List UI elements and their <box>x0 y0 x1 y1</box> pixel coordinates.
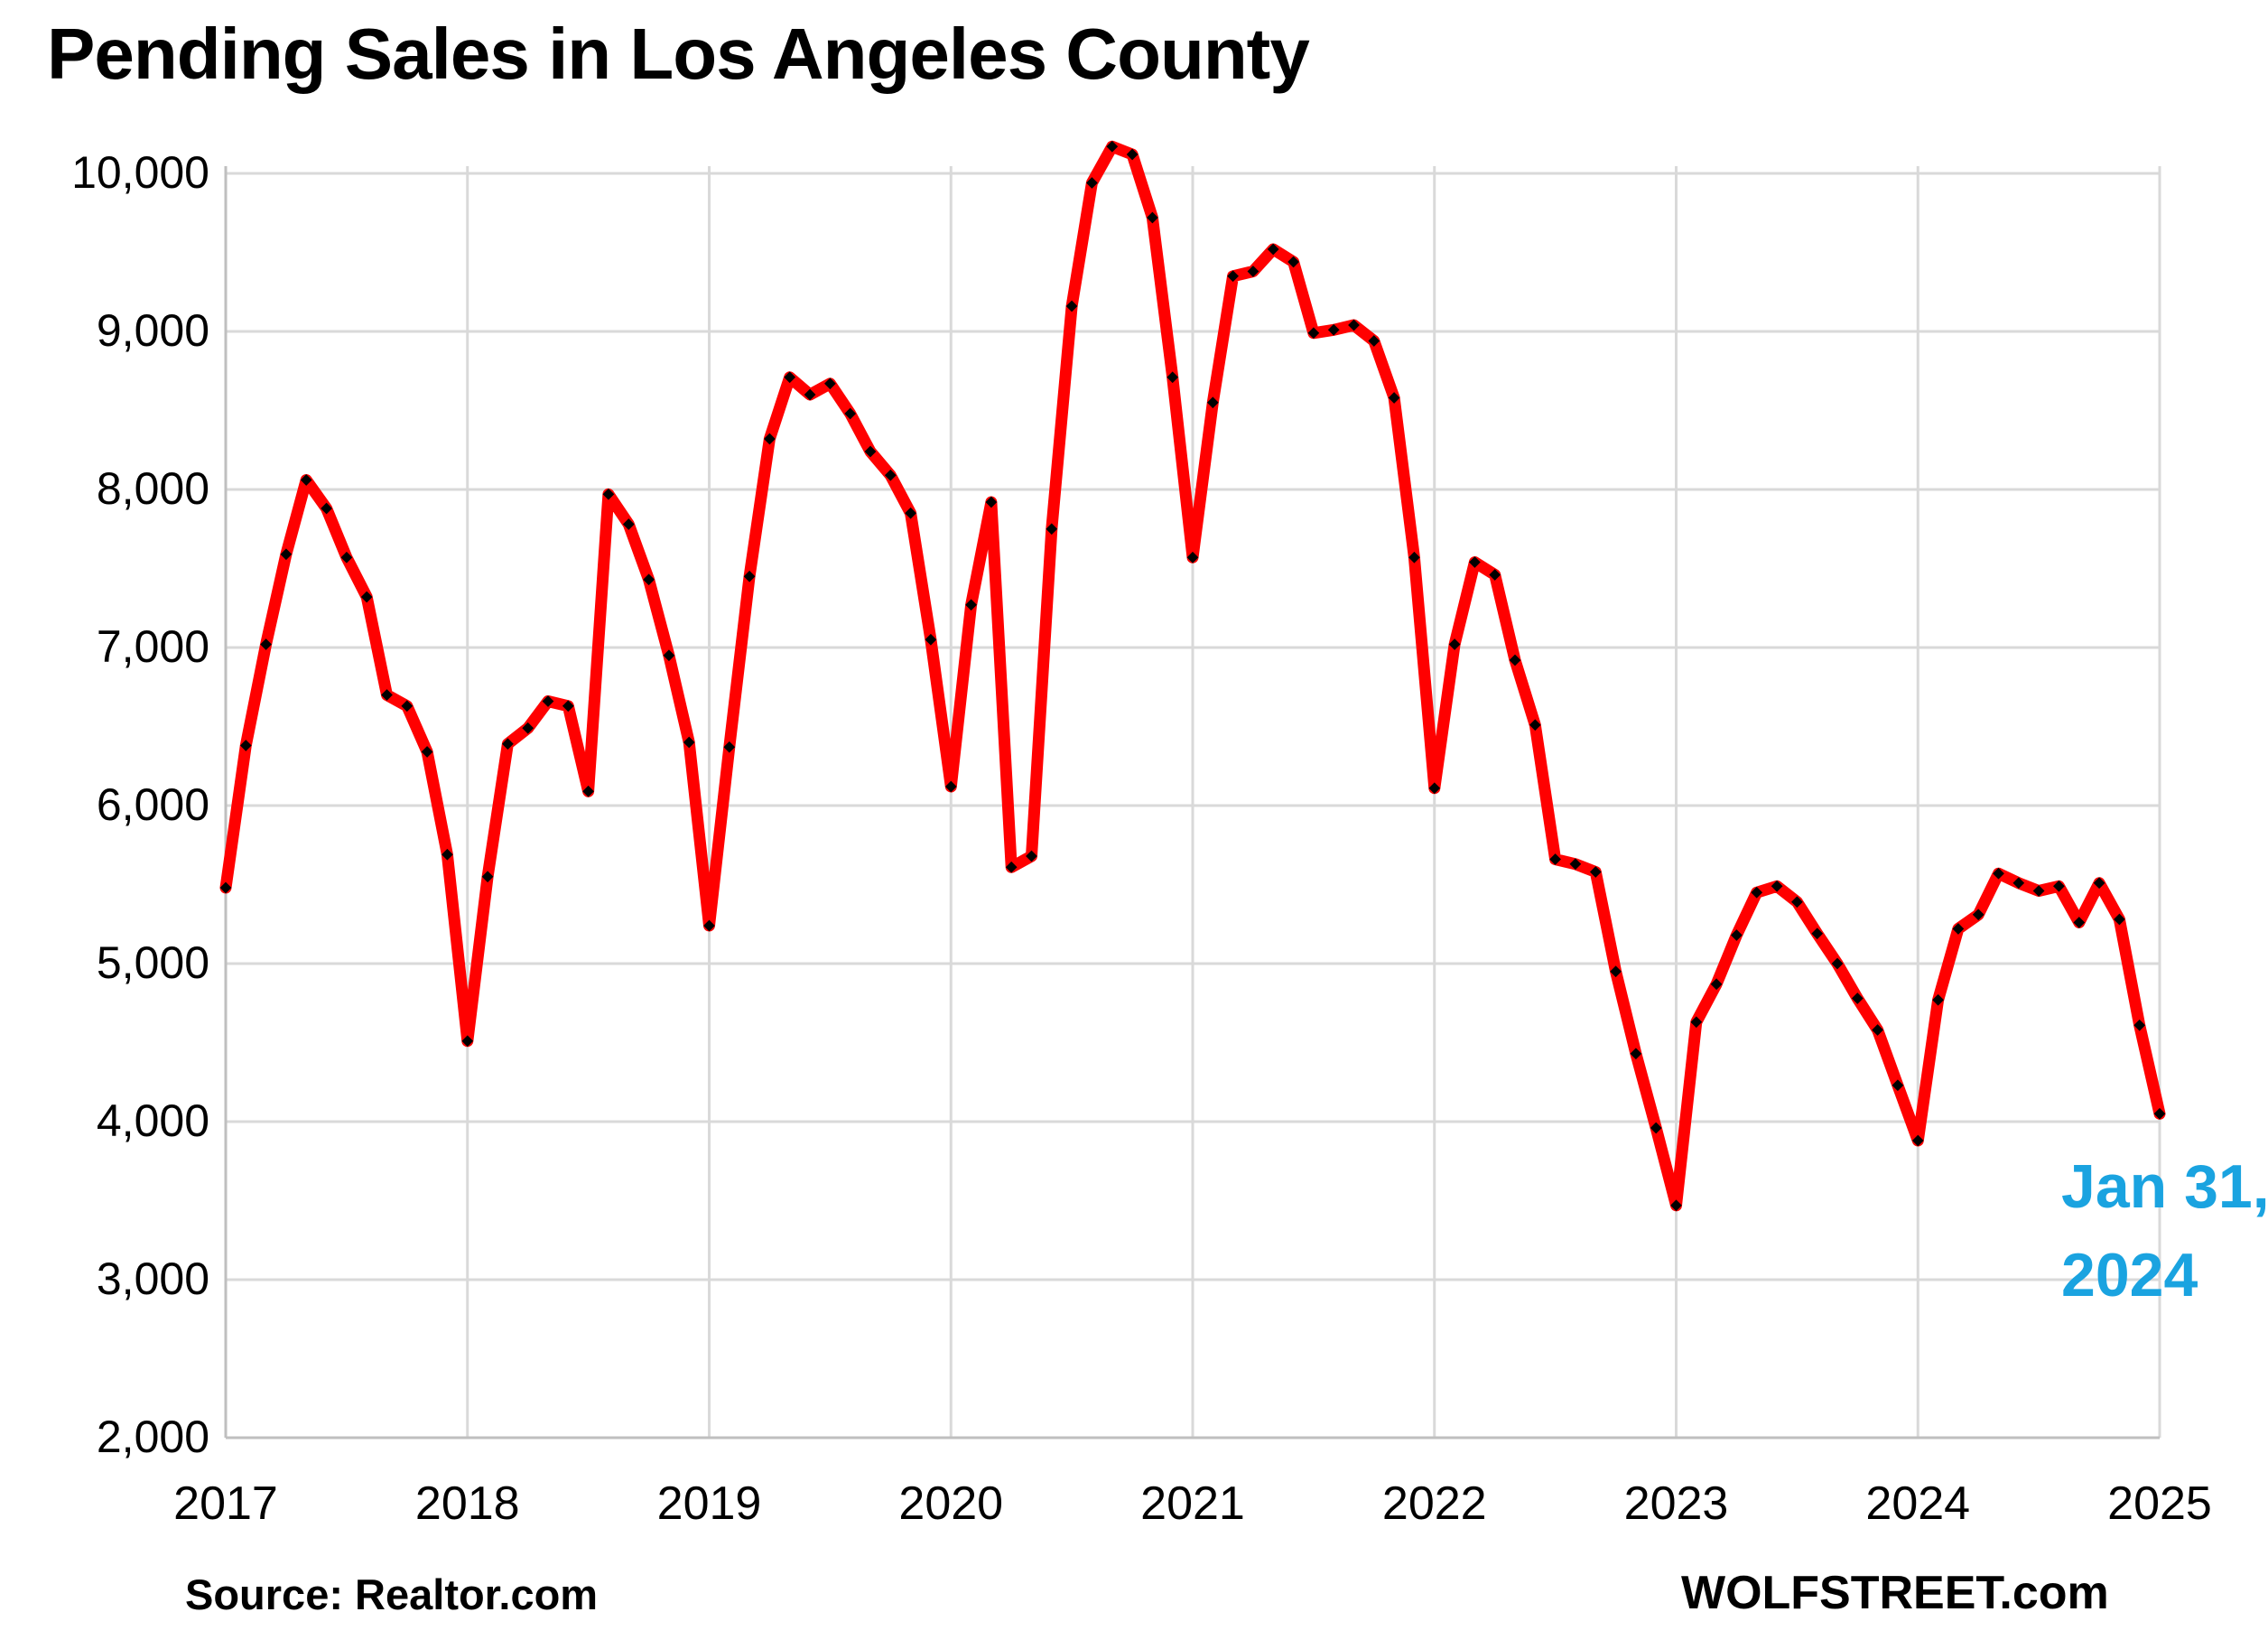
data-point <box>1710 978 1723 991</box>
x-tick-label: 2022 <box>1382 1477 1487 1530</box>
data-point <box>1851 992 1864 1004</box>
brand-label: WOLFSTREET.com <box>1681 1567 2109 1619</box>
data-point <box>2012 877 2025 890</box>
x-axis-ticks: 2017 2018 2019 2020 2021 2022 2023 2024 2025 <box>173 1477 2212 1530</box>
data-point <box>2053 880 2065 892</box>
x-tick-label: 2021 <box>1140 1477 1245 1530</box>
data-point <box>1630 1048 1642 1060</box>
chart-title: Pending Sales in Los Angeles County <box>47 14 1310 94</box>
data-point <box>2032 885 2045 897</box>
y-tick-label: 4,000 <box>97 1095 209 1146</box>
data-point <box>2093 877 2105 890</box>
data-point <box>2073 917 2086 928</box>
annotation-date-line2: 2024 <box>2061 1241 2198 1309</box>
source-label: Source: Realtor.com <box>185 1570 599 1618</box>
y-tick-label: 8,000 <box>97 463 209 514</box>
y-tick-label: 7,000 <box>97 621 209 672</box>
x-tick-label: 2025 <box>2107 1477 2212 1530</box>
data-point <box>2133 1019 2146 1031</box>
gridlines <box>226 166 2161 1438</box>
y-tick-label: 6,000 <box>97 779 209 830</box>
data-point <box>1972 909 1984 921</box>
data-point <box>2153 1107 2166 1120</box>
data-point <box>1610 965 1622 978</box>
data-point <box>2114 913 2125 926</box>
x-tick-label: 2019 <box>657 1477 762 1530</box>
data-point <box>1650 1122 1662 1134</box>
y-tick-label: 9,000 <box>97 305 209 356</box>
annotation-date-line1: Jan 31, <box>2061 1152 2268 1221</box>
data-point <box>1811 927 1824 940</box>
data-point <box>1831 957 1844 970</box>
data-point <box>1892 1079 1904 1092</box>
y-tick-label: 3,000 <box>97 1253 209 1304</box>
x-tick-label: 2024 <box>1865 1477 1970 1530</box>
axes <box>224 166 2160 1440</box>
x-tick-label: 2018 <box>415 1477 520 1530</box>
data-point <box>1932 993 1944 1006</box>
y-axis-ticks: 2,000 3,000 4,000 5,000 6,000 7,000 8,000 9,000… <box>71 147 209 1462</box>
data-point <box>1731 929 1743 941</box>
x-tick-label: 2023 <box>1624 1477 1729 1530</box>
data-point <box>1690 1016 1703 1029</box>
data-point <box>1993 867 2004 880</box>
data-point <box>1952 923 1965 935</box>
y-tick-label: 2,000 <box>97 1412 209 1462</box>
data-point <box>1872 1024 1883 1036</box>
y-tick-label: 10,000 <box>71 147 209 198</box>
data-point <box>1911 1134 1924 1147</box>
y-tick-label: 5,000 <box>97 937 209 988</box>
x-tick-label: 2017 <box>173 1477 278 1530</box>
data-point <box>1670 1199 1682 1212</box>
x-tick-label: 2020 <box>898 1477 1003 1530</box>
